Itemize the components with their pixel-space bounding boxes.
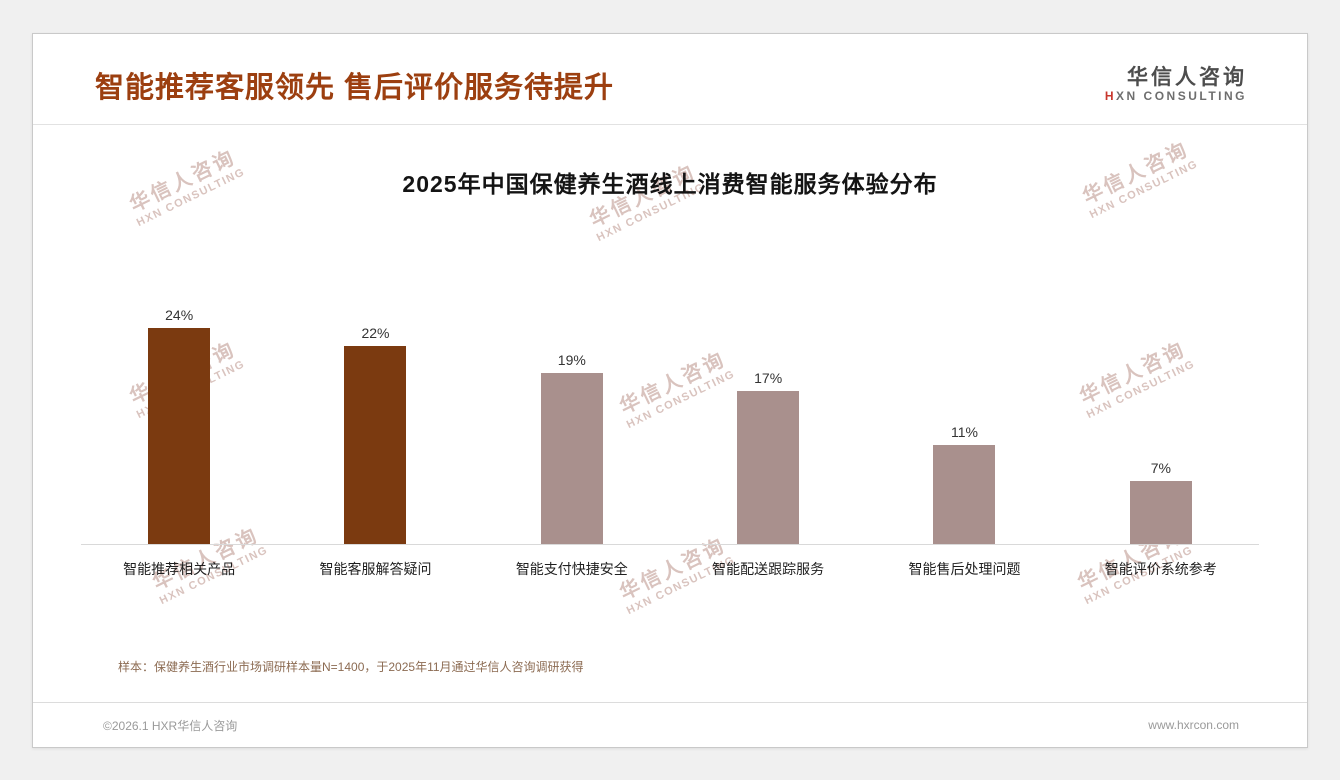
page-title: 智能推荐客服领先 售后评价服务待提升	[95, 72, 615, 104]
header: 智能推荐客服领先 售后评价服务待提升 华信人咨询 HXN CONSULTING	[33, 34, 1307, 125]
bar-category-label: 智能评价系统参考	[1104, 561, 1217, 577]
bar-value-label: 17%	[754, 370, 783, 386]
bar	[148, 328, 211, 544]
bar-slot: 11%	[866, 424, 1062, 544]
bar-slot: 22%	[277, 325, 473, 544]
bar-slot: 7%	[1063, 460, 1259, 544]
bar-value-label: 11%	[950, 424, 978, 440]
bar-slot: 19%	[474, 352, 670, 544]
bar	[933, 445, 996, 544]
bar-slot: 17%	[670, 370, 866, 544]
bar-category-label: 智能客服解答疑问	[319, 561, 432, 577]
bar-slot: 24%	[81, 307, 277, 544]
footer: ©2026.1 HXR华信人咨询 www.hxrcon.com	[33, 702, 1307, 747]
bar	[540, 373, 603, 544]
bar-chart-labels: 智能推荐相关产品 智能客服解答疑问 智能支付快捷安全 智能配送跟踪服务 智能售后处理问题…	[81, 559, 1259, 579]
company-logo: 华信人咨询 HXN CONSULTING	[1105, 66, 1247, 104]
bar-value-label: 22%	[361, 325, 390, 341]
bar-chart: 24% 22% 19% 17% 11% 7%	[81, 297, 1259, 545]
bar-category-label: 智能推荐相关产品	[123, 561, 236, 577]
bar-category-label: 智能售后处理问题	[908, 561, 1021, 577]
copyright-text: ©2026.1 HXR华信人咨询	[103, 718, 238, 733]
bar	[1129, 481, 1192, 544]
bar-category-label: 智能配送跟踪服务	[712, 561, 825, 577]
bar	[737, 391, 800, 544]
slide-card: 智能推荐客服领先 售后评价服务待提升 华信人咨询 HXN CONSULTING …	[32, 33, 1308, 748]
sample-footnote: 样本：保健养生酒行业市场调研样本量N=1400，于2025年11月通过华信人咨询…	[118, 660, 584, 674]
bar-value-label: 24%	[165, 307, 194, 323]
logo-name-cn: 华信人咨询	[1127, 66, 1247, 90]
chart-section: 2025年中国保健养生酒线上消费智能服务体验分布 24% 22% 19% 17% 11%…	[33, 165, 1307, 579]
bar-value-label: 7%	[1150, 460, 1171, 476]
chart-title: 2025年中国保健养生酒线上消费智能服务体验分布	[402, 171, 938, 197]
website-link[interactable]: www.hxrcon.com	[1148, 718, 1239, 732]
logo-name-en: HXN CONSULTING	[1104, 89, 1247, 104]
bar-category-label: 智能支付快捷安全	[515, 561, 628, 577]
bar-value-label: 19%	[557, 352, 586, 368]
bar	[344, 346, 407, 544]
